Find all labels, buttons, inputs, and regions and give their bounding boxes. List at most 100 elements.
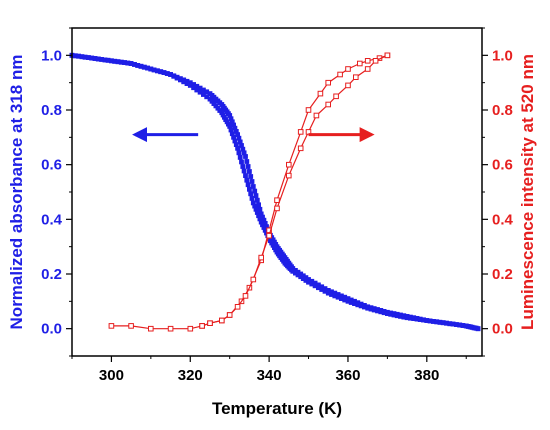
data-point [261, 217, 267, 223]
data-point [115, 59, 121, 65]
data-point [447, 321, 453, 327]
data-point [437, 319, 443, 325]
data-point [417, 317, 423, 322]
data-point [86, 55, 91, 60]
data-point [316, 285, 321, 291]
data-point [329, 289, 334, 295]
data-point [135, 63, 141, 68]
data-point [171, 73, 177, 79]
data-point [325, 101, 331, 108]
data-point [239, 143, 244, 148]
data-point [364, 58, 371, 64]
data-point [295, 272, 301, 278]
data-point [322, 286, 328, 291]
data-point [229, 119, 235, 125]
data-point [243, 154, 248, 159]
data-point [309, 281, 315, 287]
data-point [204, 89, 210, 95]
x-tick-label: 340 [257, 367, 282, 384]
data-point [229, 131, 235, 137]
y-axis-right-title: Luminescence intensity at 520 nm [518, 54, 537, 330]
data-point [125, 60, 131, 66]
data-point [339, 293, 344, 299]
data-point [401, 314, 407, 320]
data-point [148, 325, 154, 332]
data-point [303, 278, 309, 283]
data-point [391, 312, 397, 318]
y-left-tick-label: 0.4 [41, 211, 63, 228]
data-point [329, 292, 334, 297]
data-point [187, 83, 193, 88]
plot-area [69, 52, 481, 332]
data-point [128, 323, 134, 329]
data-point [187, 325, 194, 332]
data-point [298, 274, 304, 280]
data-point [240, 164, 246, 169]
data-point [298, 271, 304, 277]
data-point [72, 53, 78, 59]
data-point [258, 254, 264, 261]
data-point [231, 122, 236, 128]
data-point [161, 70, 167, 75]
data-point [325, 79, 331, 86]
data-point [239, 159, 244, 165]
data-point [262, 221, 268, 226]
data-point [431, 319, 436, 324]
data-point [394, 313, 400, 319]
data-point [424, 318, 430, 323]
data-point [345, 82, 351, 89]
data-point [457, 322, 463, 328]
data-point [197, 85, 203, 91]
data-point [164, 71, 170, 76]
data-point [454, 322, 459, 327]
data-point [199, 323, 205, 329]
data-point [339, 296, 344, 301]
data-point [252, 203, 258, 209]
y-right-tick-label: 0.4 [492, 211, 514, 228]
data-point [241, 168, 247, 174]
data-point [371, 307, 377, 313]
data-point [319, 284, 325, 290]
data-point [266, 227, 272, 234]
data-point [306, 277, 311, 282]
data-point [404, 315, 410, 321]
data-point [92, 56, 98, 61]
data-point [184, 81, 190, 86]
data-point [235, 132, 240, 137]
data-point [248, 174, 254, 179]
series-line [71, 54, 479, 330]
data-point [335, 292, 341, 297]
data-point [99, 57, 104, 62]
data-point [260, 222, 265, 228]
data-point [342, 294, 348, 300]
data-point [368, 306, 374, 312]
data-point [256, 202, 261, 208]
y-left-tick-label: 0.6 [41, 157, 62, 174]
data-point [235, 145, 240, 151]
data-point [228, 127, 234, 133]
data-point [264, 224, 269, 229]
data-point [362, 304, 367, 310]
data-point [233, 129, 239, 134]
data-point [232, 138, 238, 144]
data-point [242, 293, 249, 299]
data-point [257, 216, 263, 222]
data-point [414, 316, 420, 322]
data-point [233, 142, 239, 147]
data-point [258, 219, 264, 225]
data-point [381, 310, 387, 316]
data-point [250, 184, 256, 189]
data-point [167, 325, 174, 332]
data-point [325, 290, 331, 296]
data-point [132, 62, 137, 67]
data-point [248, 191, 254, 197]
data-point [178, 77, 183, 83]
data-point [227, 124, 233, 129]
data-point [333, 93, 339, 100]
data-point [227, 113, 233, 118]
data-point [332, 290, 338, 296]
data-point [240, 146, 246, 152]
series-line [71, 54, 479, 330]
x-tick-label: 320 [178, 367, 203, 384]
